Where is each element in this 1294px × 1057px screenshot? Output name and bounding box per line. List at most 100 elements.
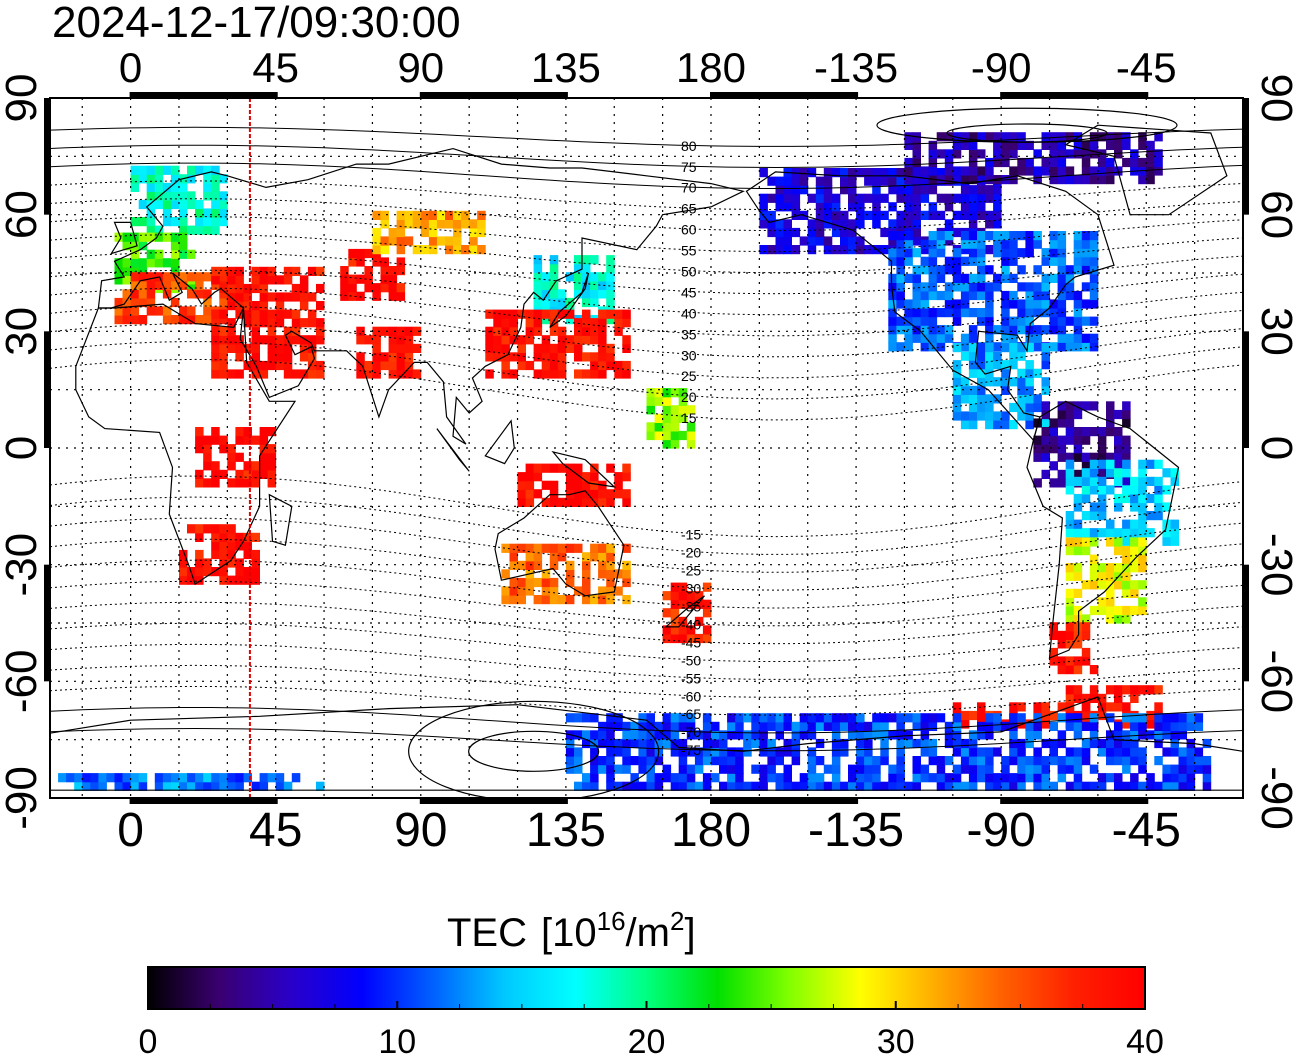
tec-cell — [968, 781, 978, 791]
lon-tick-label: -90 — [971, 44, 1032, 91]
tec-cell — [638, 764, 647, 774]
tec-cell — [1065, 622, 1075, 632]
tec-cell — [1154, 685, 1163, 695]
tec-cell — [985, 219, 994, 229]
mlat-contour — [50, 601, 1243, 645]
tec-cell — [291, 292, 301, 302]
tec-cell — [807, 219, 817, 229]
tec-cell — [1017, 343, 1026, 353]
tec-cell — [590, 297, 599, 308]
tec-cell — [1025, 308, 1034, 318]
tec-cell — [920, 747, 930, 757]
tec-cell — [1033, 299, 1042, 309]
tec-cell — [670, 625, 680, 635]
tec-cell — [1049, 630, 1058, 640]
tec-cell — [1114, 605, 1123, 616]
tec-cell — [968, 231, 978, 241]
contour-label: 30 — [681, 347, 697, 363]
tec-cell — [1089, 140, 1099, 150]
tec-cell — [598, 764, 607, 774]
tec-cell — [598, 360, 607, 371]
tec-cell — [622, 543, 631, 553]
tec-cell — [727, 756, 736, 766]
tec-cell — [896, 781, 905, 791]
tec-cell — [364, 283, 373, 293]
tec-cell — [517, 480, 526, 490]
tec-cell — [904, 140, 913, 150]
tec-cell — [211, 165, 220, 175]
tec-cell — [307, 292, 317, 302]
tec-cell — [630, 781, 639, 791]
tec-cell — [1097, 511, 1107, 521]
tec-cell — [1009, 402, 1018, 413]
tec-cell — [1122, 730, 1131, 740]
tec-cell — [670, 747, 680, 757]
tec-cell — [751, 713, 760, 723]
tec-cell — [1097, 597, 1107, 607]
tec-cell — [1178, 730, 1187, 740]
tec-cell — [880, 193, 889, 203]
contour-label: 55 — [681, 243, 697, 259]
tec-cell — [1097, 485, 1107, 495]
tec-cell — [195, 280, 204, 290]
tec-cell — [356, 369, 365, 379]
lat-tick-label: -90 — [1252, 766, 1294, 830]
tec-cell — [928, 316, 938, 326]
tec-cell — [316, 781, 325, 791]
tec-cell — [590, 489, 599, 499]
tec-cell — [179, 208, 188, 218]
tec-cell — [960, 351, 970, 361]
tec-cell — [1106, 597, 1115, 607]
tec-cell — [1146, 710, 1155, 721]
tec-cell — [944, 166, 954, 176]
tec-cell — [509, 577, 518, 588]
tec-cell — [267, 773, 277, 783]
tec-cell — [815, 773, 825, 783]
tec-cell — [944, 333, 954, 343]
tec-cell — [815, 713, 825, 723]
tec-cell — [968, 239, 978, 249]
tec-cell — [1081, 265, 1091, 275]
tec-cell — [1162, 468, 1171, 478]
tec-cell — [428, 219, 438, 229]
tec-cell — [1081, 316, 1091, 326]
frame-tick — [855, 798, 859, 804]
tec-cell — [203, 225, 212, 235]
world-map[interactable] — [0, 92, 1249, 804]
tec-cell — [485, 352, 494, 362]
tec-cell — [1041, 377, 1050, 387]
tec-cell — [227, 524, 236, 534]
tec-cell — [227, 773, 236, 783]
tec-cell — [187, 781, 196, 791]
lat-tick-label: -60 — [0, 650, 46, 714]
tec-cell — [928, 721, 938, 731]
tec-cell — [662, 633, 672, 644]
tec-cell — [154, 199, 164, 210]
coastline — [97, 147, 745, 445]
tec-cell — [1097, 175, 1107, 185]
tec-cell — [146, 191, 156, 201]
tec-cell — [138, 773, 148, 783]
tec-cell — [243, 343, 252, 353]
tec-cell — [1001, 368, 1010, 378]
tec-cell — [896, 248, 905, 258]
tec-cell — [1049, 325, 1058, 335]
tec-cell — [799, 730, 809, 740]
tec-cell — [275, 781, 285, 791]
tec-cell — [880, 738, 889, 749]
tec-cell — [1138, 721, 1147, 731]
tec-cell — [727, 764, 736, 774]
tec-cell — [1073, 764, 1083, 774]
tec-cell — [469, 236, 478, 246]
tec-cell — [670, 608, 680, 618]
tec-cell — [1146, 781, 1155, 791]
tec-cell — [622, 343, 631, 353]
tec-cell — [1049, 418, 1058, 428]
tec-cell — [985, 411, 994, 421]
tec-cell — [1025, 385, 1034, 395]
tec-cell — [219, 309, 228, 319]
tec-cell — [227, 369, 236, 379]
tec-cell — [404, 210, 414, 220]
tec-cell — [1057, 290, 1067, 301]
tec-cell — [888, 176, 897, 186]
